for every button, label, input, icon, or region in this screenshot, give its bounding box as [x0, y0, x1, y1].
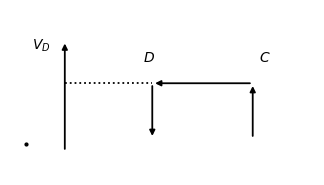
Text: $D$: $D$ — [143, 51, 155, 65]
Text: $C$: $C$ — [259, 51, 271, 65]
Text: $V_D$: $V_D$ — [32, 38, 50, 54]
